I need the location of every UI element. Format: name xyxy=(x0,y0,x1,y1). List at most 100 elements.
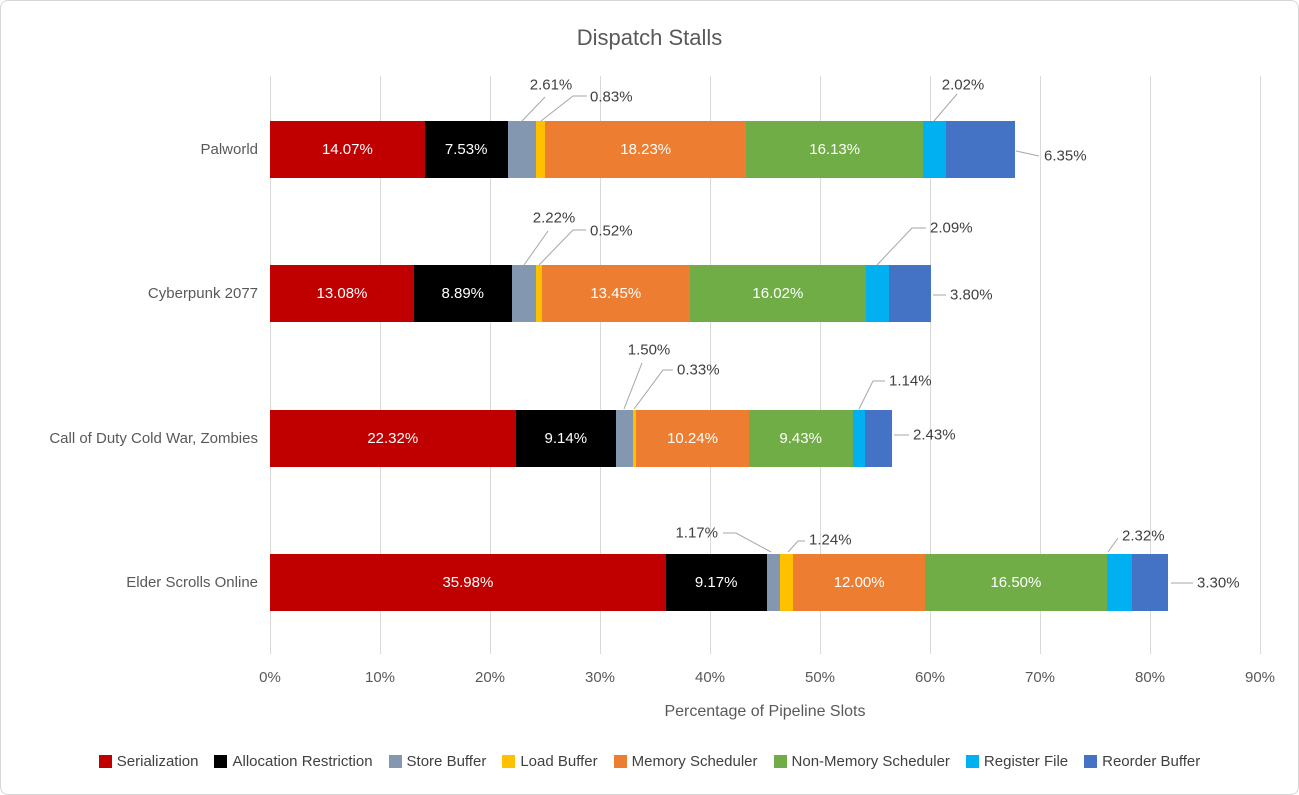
callout-value-label: 3.30% xyxy=(1197,574,1240,592)
bar-segment-reorder-buffer xyxy=(1132,554,1169,611)
category-label: Cyberpunk 2077 xyxy=(147,285,258,302)
leader-line xyxy=(858,380,885,410)
callout-value-label: 2.61% xyxy=(529,76,573,94)
bar-segment-memory-scheduler: 13.45% xyxy=(541,265,690,322)
callout-value-label: 2.09% xyxy=(930,219,973,237)
callout-value-label: 2.43% xyxy=(913,426,956,444)
x-tick-label: 20% xyxy=(474,669,506,686)
legend-swatch-icon xyxy=(214,755,228,768)
callout-value-label: 1.17% xyxy=(675,524,718,542)
leader-line xyxy=(540,95,587,122)
bar-segment-load-buffer xyxy=(536,265,542,322)
segment-value-label: 18.23% xyxy=(620,141,672,158)
bar-segment-memory-scheduler: 18.23% xyxy=(545,121,746,178)
callout-value-label: 1.24% xyxy=(809,531,852,549)
bar-segment-reorder-buffer xyxy=(945,121,1016,178)
legend-label: Register File xyxy=(983,753,1069,770)
legend-label: Load Buffer xyxy=(520,753,598,770)
legend-item-register-file: Register File xyxy=(965,753,1069,770)
segment-value-label: 8.89% xyxy=(441,285,485,302)
bar-segment-memory-scheduler: 12.00% xyxy=(793,554,926,611)
gridline xyxy=(270,76,271,654)
callout-value-label: 3.80% xyxy=(950,286,993,304)
gridline xyxy=(930,76,931,654)
bar-segment-register-file xyxy=(923,121,946,178)
leader-line xyxy=(933,93,958,122)
x-tick-label: 90% xyxy=(1244,669,1276,686)
gridline xyxy=(490,76,491,654)
gridline xyxy=(710,76,711,654)
callout-value-label: 2.22% xyxy=(532,209,576,227)
leader-line xyxy=(623,362,643,410)
segment-value-label: 22.32% xyxy=(367,430,419,447)
callout-value-label: 0.52% xyxy=(590,222,633,240)
legend-swatch-icon xyxy=(1084,755,1098,768)
bar-segment-allocation-restriction: 9.17% xyxy=(665,554,767,611)
segment-value-label: 35.98% xyxy=(442,574,494,591)
legend-label: Reorder Buffer xyxy=(1102,753,1201,770)
x-tick-label: 50% xyxy=(804,669,836,686)
legend-item-allocation-restriction: Allocation Restriction xyxy=(214,753,373,770)
segment-value-label: 7.53% xyxy=(444,141,488,158)
leader-line xyxy=(1015,150,1040,157)
bar-segment-register-file xyxy=(852,410,866,467)
segment-value-label: 12.00% xyxy=(833,574,885,591)
callout-value-label: 2.02% xyxy=(941,76,985,94)
segment-value-label: 16.13% xyxy=(809,141,861,158)
segment-value-label: 9.43% xyxy=(779,430,822,447)
gridline xyxy=(1040,76,1041,654)
legend-label: Serialization xyxy=(116,753,199,770)
callout-value-label: 1.14% xyxy=(889,372,932,390)
legend-swatch-icon xyxy=(613,755,627,768)
x-tick-label: 10% xyxy=(364,669,396,686)
legend-swatch-icon xyxy=(502,755,516,768)
x-tick-label: 40% xyxy=(694,669,726,686)
category-label: Call of Duty Cold War, Zombies xyxy=(49,430,258,447)
legend-item-load-buffer: Load Buffer xyxy=(502,753,598,770)
legend-item-reorder-buffer: Reorder Buffer xyxy=(1084,753,1200,770)
bar-segment-store-buffer xyxy=(616,410,633,467)
segment-value-label: 13.08% xyxy=(316,285,368,302)
x-tick-label: 30% xyxy=(584,669,616,686)
x-tick-label: 0% xyxy=(259,669,281,686)
legend-item-memory-scheduler: Memory Scheduler xyxy=(613,753,758,770)
bar-segment-reorder-buffer xyxy=(865,410,892,467)
bar-segment-allocation-restriction: 7.53% xyxy=(424,121,508,178)
bar-segment-load-buffer xyxy=(779,554,794,611)
callout-value-label: 6.35% xyxy=(1044,147,1087,165)
bar-segment-non-memory-scheduler: 16.13% xyxy=(745,121,924,178)
bar-segment-allocation-restriction: 8.89% xyxy=(413,265,512,322)
segment-value-label: 16.50% xyxy=(990,574,1042,591)
bar-segment-memory-scheduler: 10.24% xyxy=(636,410,749,467)
bar-segment-store-buffer xyxy=(511,265,537,322)
legend-item-serialization: Serialization xyxy=(98,753,199,770)
bar-segment-allocation-restriction: 9.14% xyxy=(515,410,617,467)
legend-swatch-icon xyxy=(388,755,402,768)
segment-value-label: 13.45% xyxy=(590,285,642,302)
leader-line xyxy=(787,540,805,553)
bar-segment-store-buffer xyxy=(766,554,780,611)
leader-line xyxy=(723,532,772,553)
legend-label: Store Buffer xyxy=(406,753,487,770)
bar-segment-store-buffer xyxy=(507,121,537,178)
x-axis-title: Percentage of Pipeline Slots xyxy=(664,703,866,720)
bar-segment-register-file xyxy=(1106,554,1133,611)
bar-segment-non-memory-scheduler: 16.50% xyxy=(925,554,1107,611)
segment-value-label: 10.24% xyxy=(667,430,718,447)
bar-segment-load-buffer xyxy=(536,121,546,178)
segment-value-label: 9.14% xyxy=(544,430,588,447)
callout-value-label: 2.32% xyxy=(1122,527,1165,545)
legend-swatch-icon xyxy=(965,755,979,768)
segment-value-label: 16.02% xyxy=(752,285,804,302)
gridline xyxy=(1260,76,1261,654)
category-label: Elder Scrolls Online xyxy=(126,574,258,591)
x-tick-label: 70% xyxy=(1024,669,1056,686)
legend: Serialization Allocation Restriction Store… xyxy=(1,753,1298,770)
gridline xyxy=(820,76,821,654)
bar-segment-register-file xyxy=(865,265,889,322)
callout-value-label: 1.50% xyxy=(627,341,671,359)
gridline xyxy=(380,76,381,654)
bar-segment-non-memory-scheduler: 9.43% xyxy=(748,410,853,467)
legend-item-store-buffer: Store Buffer xyxy=(388,753,487,770)
